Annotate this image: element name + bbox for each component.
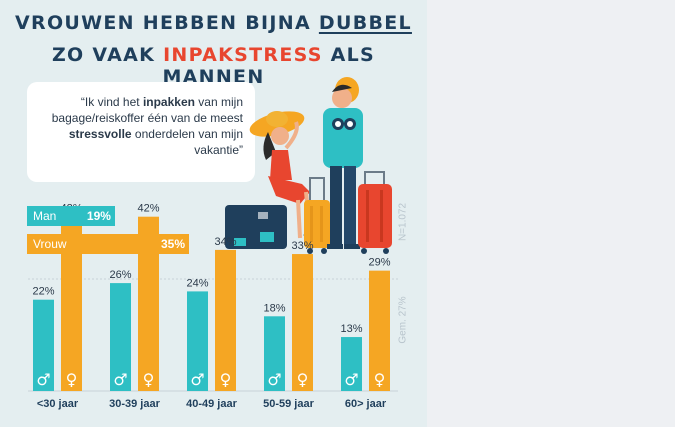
- male-icon: ♂: [36, 370, 50, 389]
- bar-value-label: 26%: [109, 269, 131, 281]
- gender-bar-man: Man 19%: [27, 206, 115, 226]
- quote-bold-inpakken: inpakken: [142, 95, 195, 109]
- female-icon: ♀: [143, 370, 155, 389]
- bar-man-1: [110, 283, 131, 391]
- bar-vrouw-2: [215, 249, 236, 391]
- male-icon: ♂: [190, 370, 204, 389]
- male-icon: ♂: [113, 370, 127, 389]
- female-icon: ♀: [220, 370, 232, 389]
- bar-vrouw-3: [292, 254, 313, 391]
- title-highlight-word: INPAKSTRESS: [163, 44, 323, 66]
- empty-right-panel: [427, 0, 675, 427]
- category-label: 60> jaar: [345, 398, 387, 410]
- bar-value-label: 34%: [214, 236, 236, 248]
- gender-bar-value: 19%: [86, 209, 111, 223]
- gender-bar-vrouw: Vrouw 35%: [27, 234, 189, 254]
- category-label: <30 jaar: [37, 398, 79, 410]
- bar-vrouw-0: [61, 216, 82, 391]
- male-icon: ♂: [267, 370, 281, 389]
- bar-vrouw-1: [138, 216, 159, 391]
- bar-value-label: 13%: [340, 323, 362, 335]
- title-line-1: VROUWEN HEBBEN BIJNA DUBBEL: [15, 12, 412, 34]
- title-underlined-word: DUBBEL: [318, 12, 412, 34]
- gender-bar-label: Vrouw: [33, 237, 67, 251]
- quote-box: “Ik vind het inpakken van mijn bagage/re…: [27, 82, 255, 182]
- gender-bar-value: 35%: [160, 237, 185, 251]
- bar-value-label: 22%: [32, 286, 54, 298]
- category-label: 30-39 jaar: [109, 398, 160, 410]
- bar-vrouw-4: [369, 270, 390, 391]
- female-icon: ♀: [66, 370, 78, 389]
- male-icon: ♂: [344, 370, 358, 389]
- quote-bold-stressvolle: stressvolle: [68, 127, 132, 141]
- bar-value-label: 33%: [291, 240, 313, 252]
- category-label: 40-49 jaar: [186, 398, 237, 410]
- gender-bar-label: Man: [33, 209, 57, 223]
- bar-man-0: [33, 299, 54, 391]
- bar-man-4: [341, 337, 362, 391]
- quote-text: “Ik vind het inpakken van mijn bagage/re…: [51, 95, 243, 157]
- bar-value-label: 42%: [137, 203, 159, 215]
- bar-value-label: 18%: [263, 302, 285, 314]
- bar-man-2: [187, 291, 208, 391]
- bar-man-3: [264, 316, 285, 391]
- female-icon: ♀: [374, 370, 386, 389]
- infographic-card: VROUWEN HEBBEN BIJNA DUBBEL ZO VAAK INPA…: [15, 12, 412, 410]
- category-label: 50-59 jaar: [263, 398, 314, 410]
- bar-value-label: 29%: [368, 257, 390, 269]
- travellers-illustration: [225, 77, 392, 254]
- bar-value-label: 24%: [186, 277, 208, 289]
- female-icon: ♀: [297, 370, 309, 389]
